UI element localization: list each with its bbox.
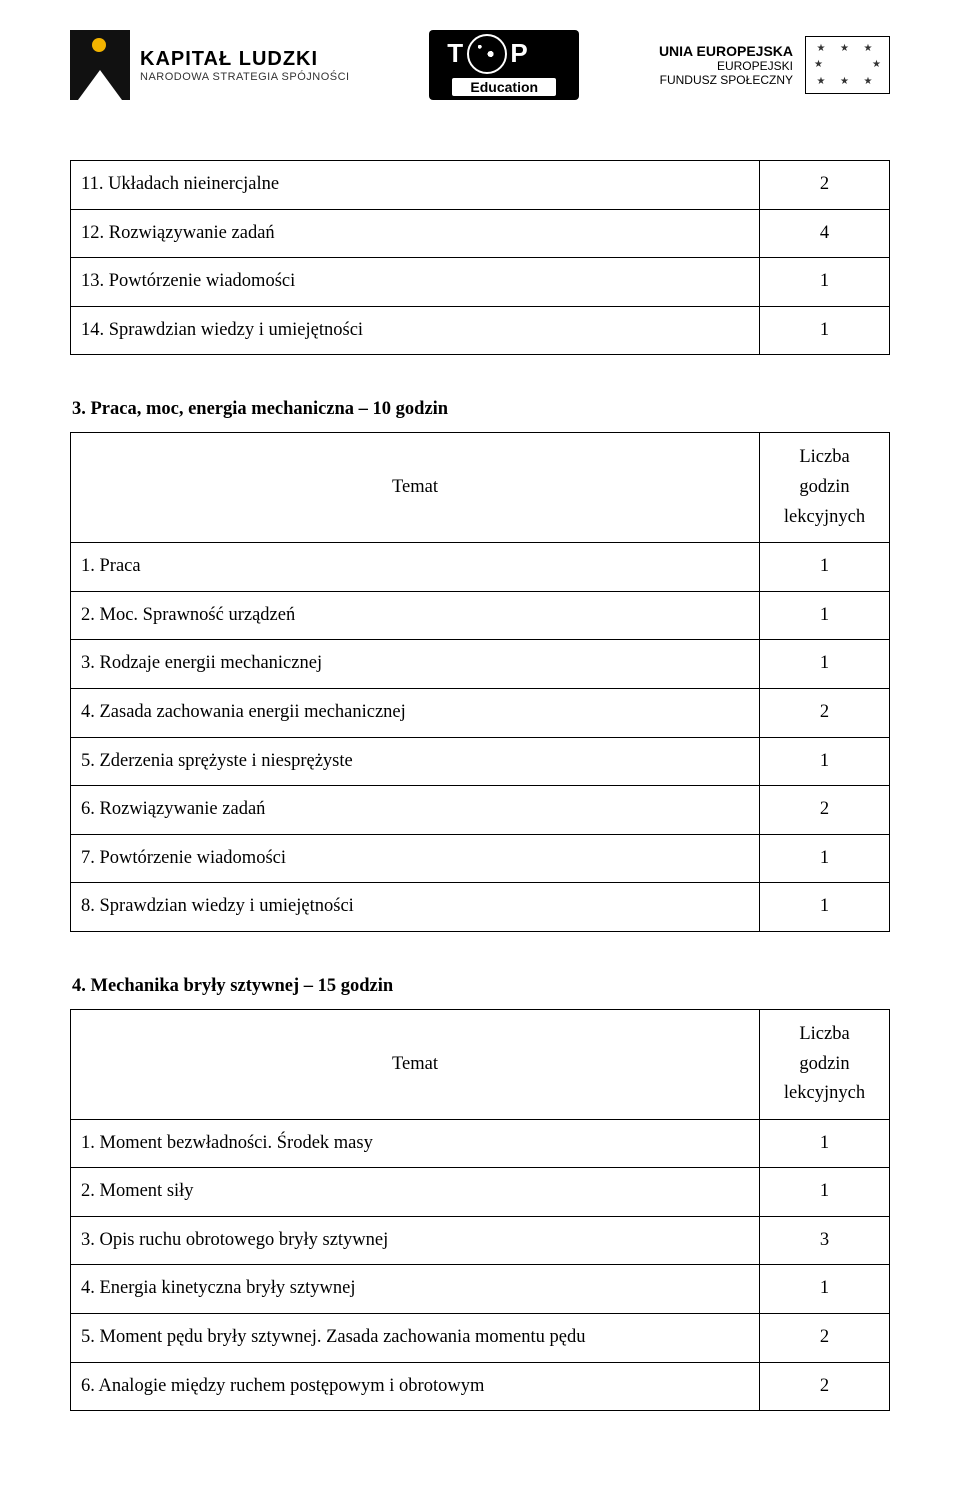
cell-topic: 11. Układach nieinercjalne (71, 161, 760, 210)
cell-topic: 8. Sprawdzian wiedzy i umiejętności (71, 883, 760, 932)
table-row: 5. Zderzenia sprężyste i niesprężyste1 (71, 737, 890, 786)
kapital-line1: KAPITAŁ LUDZKI (140, 48, 350, 71)
cell-topic: 1. Moment bezwładności. Środek masy (71, 1119, 760, 1168)
kapital-ludzki-icon (70, 30, 130, 100)
table-header-row: Temat Liczba godzin lekcyjnych (71, 433, 890, 543)
cell-topic: 1. Praca (71, 543, 760, 592)
eu-line2: EUROPEJSKI (659, 59, 793, 73)
cell-hours: 4 (760, 209, 890, 258)
hours-head-l2: godzin (766, 1050, 883, 1080)
eu-line1: UNIA EUROPEJSKA (659, 43, 793, 59)
logo-kapital-ludzki: KAPITAŁ LUDZKI NARODOWA STRATEGIA SPÓJNO… (70, 30, 350, 100)
kapital-ludzki-text: KAPITAŁ LUDZKI NARODOWA STRATEGIA SPÓJNO… (140, 48, 350, 83)
col-topic-header: Temat (71, 433, 760, 543)
table-row: 12. Rozwiązywanie zadań4 (71, 209, 890, 258)
table-row: 11. Układach nieinercjalne2 (71, 161, 890, 210)
logo-eu: UNIA EUROPEJSKA EUROPEJSKI FUNDUSZ SPOŁE… (659, 36, 890, 94)
cell-topic: 13. Powtórzenie wiadomości (71, 258, 760, 307)
cell-hours: 2 (760, 786, 890, 835)
table-section4: Temat Liczba godzin lekcyjnych 1. Moment… (70, 1009, 890, 1411)
table-row: 8. Sprawdzian wiedzy i umiejętności1 (71, 883, 890, 932)
cell-hours: 1 (760, 258, 890, 307)
cell-hours: 2 (760, 688, 890, 737)
table-row: 4. Zasada zachowania energii mechaniczne… (71, 688, 890, 737)
table-row: 1. Moment bezwładności. Środek masy1 (71, 1119, 890, 1168)
cell-topic: 6. Analogie między ruchem postępowym i o… (71, 1362, 760, 1411)
cell-topic: 2. Moc. Sprawność urządzeń (71, 591, 760, 640)
table-continuation: 11. Układach nieinercjalne212. Rozwiązyw… (70, 160, 890, 355)
cell-topic: 14. Sprawdzian wiedzy i umiejętności (71, 306, 760, 355)
hours-head-l1: Liczba (766, 443, 883, 473)
table-row: 3. Opis ruchu obrotowego bryły sztywnej3 (71, 1216, 890, 1265)
cell-hours: 1 (760, 834, 890, 883)
cell-topic: 5. Zderzenia sprężyste i niesprężyste (71, 737, 760, 786)
cell-hours: 2 (760, 161, 890, 210)
col-hours-header: Liczba godzin lekcyjnych (760, 433, 890, 543)
topedu-edu: Education (452, 78, 556, 96)
eu-text: UNIA EUROPEJSKA EUROPEJSKI FUNDUSZ SPOŁE… (659, 43, 793, 87)
table-row: 4. Energia kinetyczna bryły sztywnej1 (71, 1265, 890, 1314)
cell-hours: 1 (760, 543, 890, 592)
eu-line3: FUNDUSZ SPOŁECZNY (659, 73, 793, 87)
table-row: 5. Moment pędu bryły sztywnej. Zasada za… (71, 1314, 890, 1363)
logo-top-education: T P Education (429, 30, 579, 100)
cell-hours: 1 (760, 640, 890, 689)
cell-topic: 3. Opis ruchu obrotowego bryły sztywnej (71, 1216, 760, 1265)
table-row: 3. Rodzaje energii mechanicznej1 (71, 640, 890, 689)
eu-flag-icon: ★★ (805, 36, 890, 94)
cell-hours: 1 (760, 1265, 890, 1314)
section4-title: 4. Mechanika bryły sztywnej – 15 godzin (72, 976, 890, 997)
table-row: 7. Powtórzenie wiadomości1 (71, 834, 890, 883)
table-row: 14. Sprawdzian wiedzy i umiejętności1 (71, 306, 890, 355)
cell-topic: 6. Rozwiązywanie zadań (71, 786, 760, 835)
table-row: 1. Praca1 (71, 543, 890, 592)
hours-head-l1: Liczba (766, 1020, 883, 1050)
cell-topic: 4. Zasada zachowania energii mechaniczne… (71, 688, 760, 737)
table-row: 6. Analogie między ruchem postępowym i o… (71, 1362, 890, 1411)
hours-head-l2: godzin (766, 473, 883, 503)
table-section3: Temat Liczba godzin lekcyjnych 1. Praca1… (70, 432, 890, 932)
cell-hours: 3 (760, 1216, 890, 1265)
table-row: 2. Moc. Sprawność urządzeń1 (71, 591, 890, 640)
hours-head-l3: lekcyjnych (766, 1079, 883, 1109)
col-hours-header: Liczba godzin lekcyjnych (760, 1009, 890, 1119)
section3-title: 3. Praca, moc, energia mechaniczna – 10 … (72, 399, 890, 420)
cell-topic: 7. Powtórzenie wiadomości (71, 834, 760, 883)
table-row: 2. Moment siły1 (71, 1168, 890, 1217)
cell-hours: 1 (760, 1119, 890, 1168)
cell-topic: 4. Energia kinetyczna bryły sztywnej (71, 1265, 760, 1314)
cell-hours: 1 (760, 591, 890, 640)
cell-hours: 1 (760, 1168, 890, 1217)
table4-body: 1. Moment bezwładności. Środek masy12. M… (71, 1119, 890, 1411)
table-row: 13. Powtórzenie wiadomości1 (71, 258, 890, 307)
cell-topic: 2. Moment siły (71, 1168, 760, 1217)
col-topic-header: Temat (71, 1009, 760, 1119)
hours-head-l3: lekcyjnych (766, 503, 883, 533)
table-row: 6. Rozwiązywanie zadań2 (71, 786, 890, 835)
kapital-line2: NARODOWA STRATEGIA SPÓJNOŚCI (140, 71, 350, 83)
cell-hours: 1 (760, 737, 890, 786)
cell-hours: 1 (760, 883, 890, 932)
table3-body: 1. Praca12. Moc. Sprawność urządzeń13. R… (71, 543, 890, 932)
topedu-tp: T P (447, 38, 547, 69)
cell-hours: 1 (760, 306, 890, 355)
cell-hours: 2 (760, 1314, 890, 1363)
header-logos: KAPITAŁ LUDZKI NARODOWA STRATEGIA SPÓJNO… (70, 20, 890, 110)
cell-topic: 3. Rodzaje energii mechanicznej (71, 640, 760, 689)
cell-hours: 2 (760, 1362, 890, 1411)
cell-topic: 5. Moment pędu bryły sztywnej. Zasada za… (71, 1314, 760, 1363)
cell-topic: 12. Rozwiązywanie zadań (71, 209, 760, 258)
table-header-row: Temat Liczba godzin lekcyjnych (71, 1009, 890, 1119)
table1-body: 11. Układach nieinercjalne212. Rozwiązyw… (71, 161, 890, 355)
